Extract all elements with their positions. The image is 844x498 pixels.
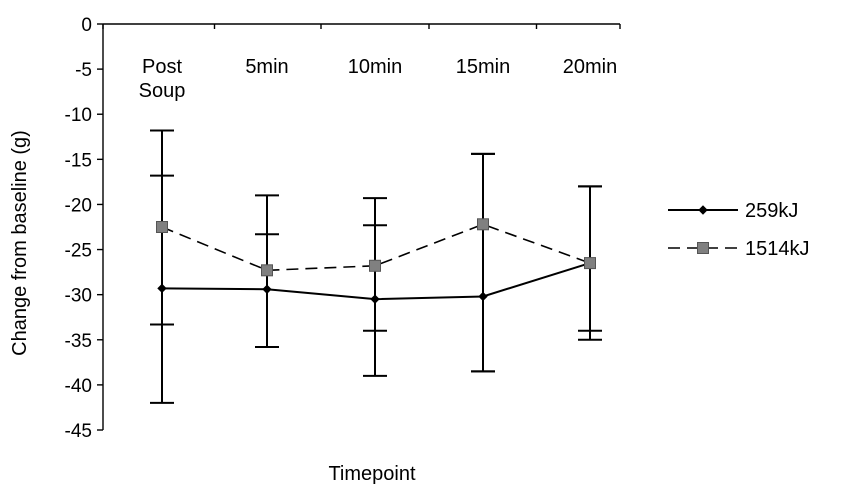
x-axis-title: Timepoint (328, 463, 416, 485)
data-point (369, 259, 381, 272)
x-tick-label: 5min (245, 56, 288, 78)
y-tick-label: 0 (81, 15, 92, 36)
legend-marker (698, 205, 708, 215)
data-point (477, 218, 489, 231)
data-point (261, 264, 273, 277)
y-tick-label: -45 (65, 421, 92, 442)
series-markers (156, 218, 596, 304)
x-tick-label-line: Soup (139, 80, 186, 102)
x-tick-label: 15min (456, 56, 510, 78)
category-labels: Post Soup 5min 10min 15min 20min (139, 56, 618, 102)
x-tick-label: 10min (348, 56, 402, 78)
y-tick-label: -20 (65, 195, 92, 216)
legend-label: 1514kJ (745, 238, 810, 260)
legend: 259kJ 1514kJ (668, 200, 810, 260)
y-tick-label: -30 (65, 286, 92, 307)
y-tick-label: -15 (65, 150, 92, 171)
data-point (156, 221, 168, 233)
x-axis (102, 23, 621, 29)
x-tick-label: Post Soup (139, 56, 186, 102)
data-point (157, 283, 167, 294)
data-point (262, 284, 272, 294)
x-tick-label: 20min (563, 56, 617, 78)
x-tick-label-line: 20min (563, 56, 617, 78)
x-tick-label-line: Post (142, 56, 182, 78)
legend-marker (697, 242, 709, 254)
y-tick-label: -5 (75, 60, 92, 81)
data-point (370, 294, 380, 304)
data-point (584, 257, 596, 270)
x-tick-label-line: 10min (348, 56, 402, 78)
y-tick-label: -10 (65, 105, 92, 126)
y-tick-label: -35 (65, 331, 92, 352)
x-tick-label-line: 5min (245, 56, 288, 78)
data-point (478, 291, 488, 302)
y-tick-label: -40 (65, 376, 92, 397)
y-tick-label: -25 (65, 241, 92, 262)
y-axis: 0 -5 -10 -15 -20 -25 -30 -35 -40 -45 (65, 15, 104, 442)
legend-label: 259kJ (745, 200, 798, 222)
y-axis-title: Change from baseline (g) (9, 130, 31, 356)
x-tick-label-line: 15min (456, 56, 510, 78)
